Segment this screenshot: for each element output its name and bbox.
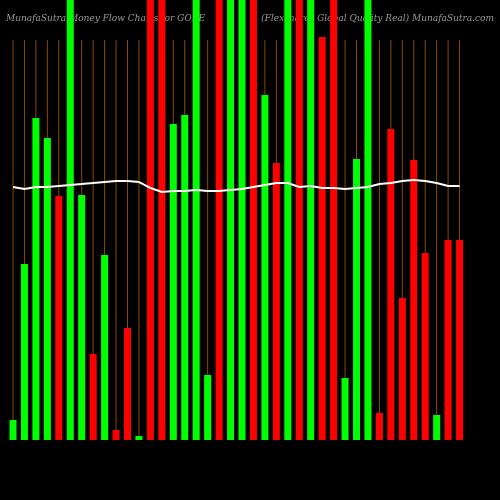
bar <box>433 415 441 440</box>
bar <box>20 264 28 440</box>
bar <box>341 378 349 440</box>
bar <box>9 420 17 440</box>
bar <box>181 115 189 440</box>
bar <box>112 430 120 440</box>
bar <box>146 0 154 440</box>
bar <box>249 0 257 440</box>
bar <box>158 0 166 440</box>
bar <box>261 95 269 440</box>
bar <box>215 0 223 440</box>
bar <box>330 0 338 440</box>
bar <box>135 436 143 440</box>
bar <box>89 354 97 440</box>
bar <box>66 0 74 440</box>
bar <box>227 0 235 440</box>
bar <box>272 163 280 440</box>
price-line <box>12 178 460 194</box>
bar <box>364 0 372 440</box>
chart-title: MunafaSutra Money Flow Charts for GORE <box>5 14 205 24</box>
bar <box>192 0 200 440</box>
bar <box>353 159 360 440</box>
bar <box>410 160 418 440</box>
bar <box>398 298 406 440</box>
bar <box>456 240 464 440</box>
bar <box>375 413 383 440</box>
bar <box>421 253 429 440</box>
chart-subtitle: (Flexshares Global Quality Real) MunafaS… <box>261 13 494 24</box>
bar <box>387 129 395 440</box>
bar <box>238 0 246 440</box>
bar <box>55 196 63 440</box>
bar <box>284 0 292 440</box>
bar <box>318 37 326 440</box>
bar <box>78 195 86 440</box>
bar <box>444 240 452 440</box>
bar <box>43 138 51 440</box>
bar <box>101 255 109 440</box>
bar <box>204 375 212 440</box>
bar <box>295 0 303 440</box>
bar <box>169 124 177 440</box>
bar <box>124 328 131 440</box>
bar <box>307 0 315 440</box>
bar <box>32 118 40 440</box>
